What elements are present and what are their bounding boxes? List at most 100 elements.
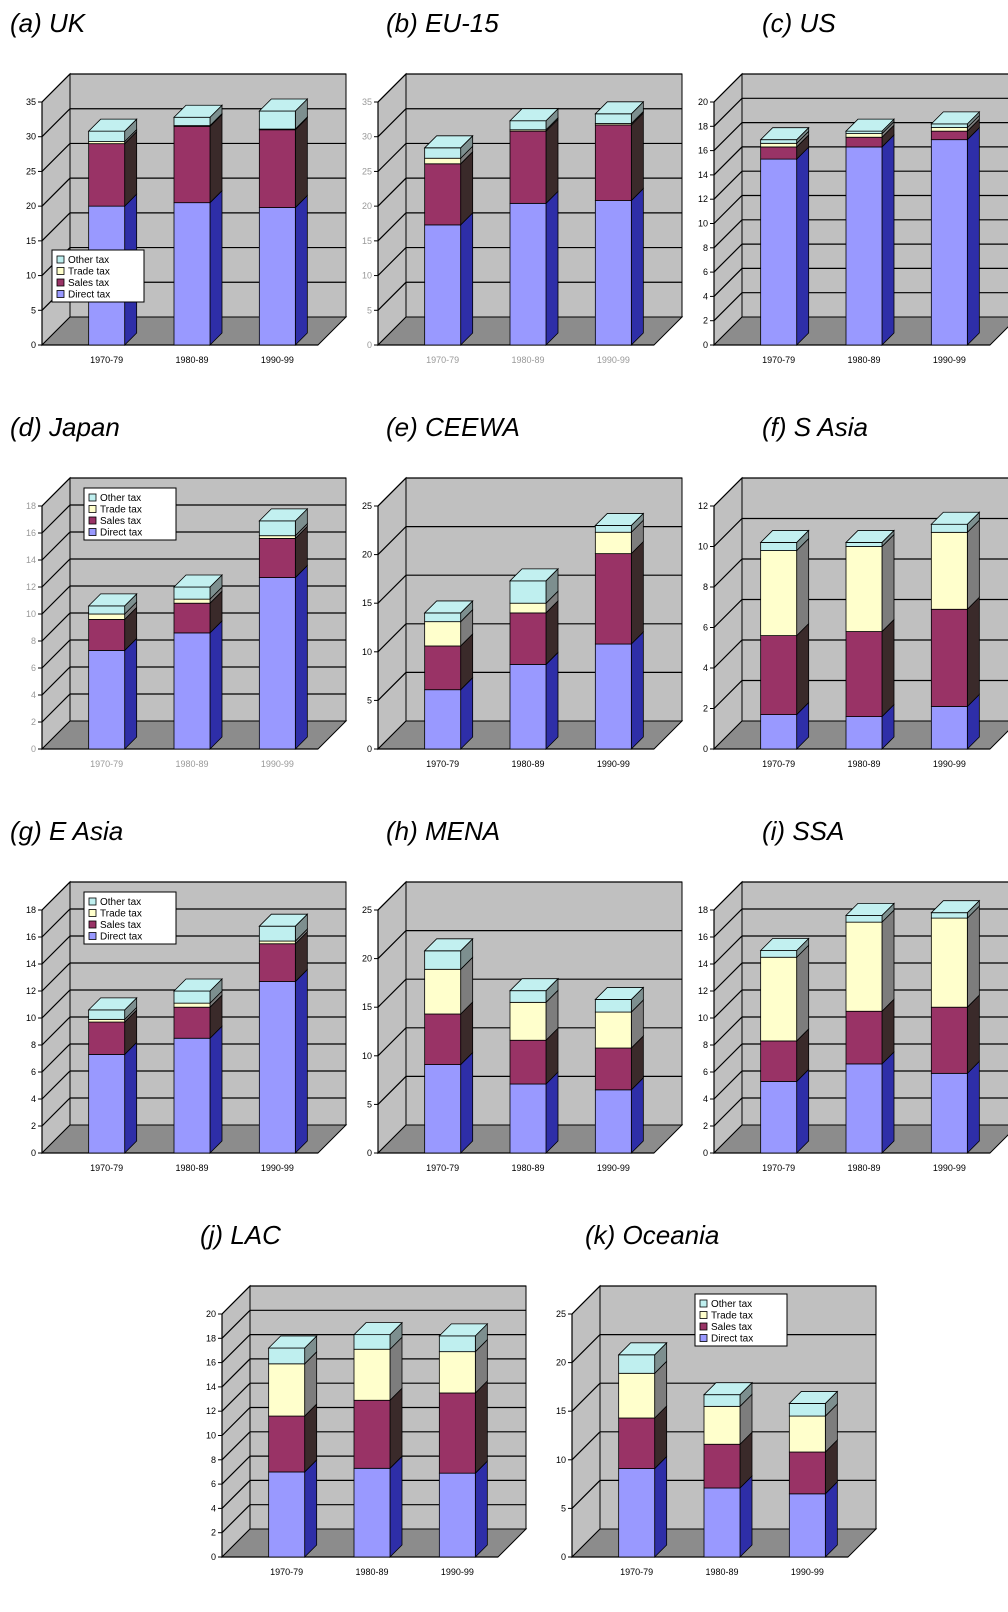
bar-stack-1980-89 — [509, 567, 559, 750]
bar-segment-trade-tax — [258, 535, 296, 539]
y-tick-label: 2 — [31, 717, 36, 727]
side-wall — [41, 72, 71, 347]
bar-stack-1970-79 — [759, 529, 810, 750]
x-tick-label: 1990-99 — [261, 355, 294, 365]
panel-title: (i) SSA — [762, 816, 845, 846]
gridline — [41, 962, 346, 992]
bar-segment-other-tax — [618, 1354, 656, 1374]
bar-top — [173, 574, 223, 588]
bar-segment-sales-tax — [845, 136, 883, 148]
bar-segment-direct-tax — [88, 650, 126, 750]
y-tick-label: 4 — [703, 663, 708, 673]
gridline — [377, 246, 682, 276]
x-tick-label: 1990-99 — [261, 1163, 294, 1173]
gridline — [377, 574, 682, 604]
bar-segment-side — [474, 1380, 488, 1475]
bar-segment-other-tax — [88, 130, 126, 142]
panel-title: (j) LAC — [200, 1220, 281, 1250]
bar-chart: 0 2 4 6 8 10 12 14 16 18 20 1970-79 1980-89 1990-99 — [206, 1284, 528, 1577]
bar-segment-side — [294, 116, 308, 209]
gridline — [377, 978, 682, 1008]
y-tick-label: 16 — [26, 528, 36, 538]
x-tick-label: 1980-89 — [355, 1567, 388, 1577]
y-tick-label: 6 — [703, 1067, 708, 1077]
bar-segment-direct-tax — [424, 224, 462, 346]
bar-segment-side — [796, 944, 810, 1042]
y-tick-label: 30 — [362, 132, 372, 142]
legend-label: Sales tax — [68, 278, 109, 289]
bar-top — [87, 593, 138, 607]
bar-segment-side — [739, 1475, 753, 1558]
bar-segment-side — [294, 968, 308, 1154]
bar-segment-sales-tax — [788, 1451, 826, 1495]
y-tick-label: 16 — [698, 146, 708, 156]
bar-segment-sales-tax — [268, 1415, 306, 1473]
bar-stack-1980-89 — [173, 978, 223, 1154]
y-tick-label: 2 — [703, 704, 708, 714]
gridline — [221, 1382, 526, 1412]
bar-segment-sales-tax — [438, 1392, 476, 1474]
bar-top — [930, 111, 981, 125]
y-tick-label: 10 — [698, 1013, 708, 1023]
bar-stack-1980-89 — [173, 104, 223, 346]
x-tick-label: 1980-89 — [175, 355, 208, 365]
y-tick-label: 0 — [367, 340, 372, 350]
y-tick-label: 2 — [703, 316, 708, 326]
bar-segment-other-tax — [594, 999, 632, 1013]
bar-segment-other-tax — [788, 1403, 826, 1417]
y-tick-label: 12 — [26, 582, 36, 592]
bar-segment-direct-tax — [845, 716, 883, 750]
bar-segment-side — [966, 905, 980, 1009]
legend-label: Other tax — [711, 1299, 752, 1310]
x-tick-label: 1980-89 — [511, 759, 544, 769]
y-tick-label: 6 — [31, 1067, 36, 1077]
gridline — [713, 1043, 1008, 1073]
bar-stack-1980-89 — [509, 977, 559, 1154]
bar-segment-direct-tax — [438, 1472, 476, 1558]
panel-ssa: 0 2 4 6 8 10 12 14 16 18 1970-79 1980-89 1990-99 (i)… — [672, 808, 1008, 1208]
bar-segment-sales-tax — [88, 143, 126, 207]
y-tick-label: 35 — [26, 97, 36, 107]
bar-segment-direct-tax — [268, 1471, 306, 1558]
gridline — [713, 881, 1008, 911]
bar-segment-sales-tax — [509, 1039, 547, 1085]
bar-segment-trade-tax — [268, 1363, 306, 1417]
panel-eu15: 0 5 10 15 20 25 30 35 1970-79 1980-89 1990-99 (b) … — [336, 0, 684, 400]
panel-title: (k) Oceania — [585, 1220, 720, 1250]
legend-label: Direct tax — [100, 932, 142, 943]
bar-stack-1970-79 — [87, 592, 138, 750]
y-tick-label: 5 — [367, 305, 372, 315]
gridline — [41, 639, 346, 669]
bar-segment-side — [545, 190, 559, 346]
bar-top — [617, 1342, 668, 1356]
y-tick-label: 20 — [362, 201, 372, 211]
bar-segment-side — [630, 1076, 644, 1154]
bar-segment-sales-tax — [509, 612, 547, 665]
bar-segment-sales-tax — [424, 1013, 462, 1065]
y-tick-label: 14 — [698, 959, 708, 969]
bar-segment-other-tax — [258, 925, 296, 942]
y-tick-label: 0 — [31, 340, 36, 350]
bar-segment-sales-tax — [173, 1006, 211, 1039]
side-wall — [377, 880, 407, 1155]
bar-top — [845, 118, 895, 132]
bar-stack-1990-99 — [788, 1390, 839, 1558]
bar-segment-direct-tax — [594, 200, 632, 346]
bar-top — [845, 530, 895, 543]
y-tick-label: 25 — [26, 166, 36, 176]
bar-segment-sales-tax — [258, 943, 296, 982]
gridline — [41, 585, 346, 615]
y-tick-label: 0 — [561, 1552, 566, 1562]
bar-stack-1990-99 — [258, 98, 309, 346]
gridline — [41, 612, 346, 642]
panel-title: (f) S Asia — [762, 412, 868, 442]
bar-segment-other-tax — [703, 1394, 741, 1407]
bar-segment-side — [209, 189, 223, 346]
legend-label: Sales tax — [100, 920, 141, 931]
gridline — [377, 477, 682, 507]
bar-segment-sales-tax — [760, 1040, 798, 1082]
bar-segment-direct-tax — [930, 706, 968, 750]
bar-stack-1980-89 — [353, 1321, 403, 1558]
y-tick-label: 6 — [211, 1479, 216, 1489]
